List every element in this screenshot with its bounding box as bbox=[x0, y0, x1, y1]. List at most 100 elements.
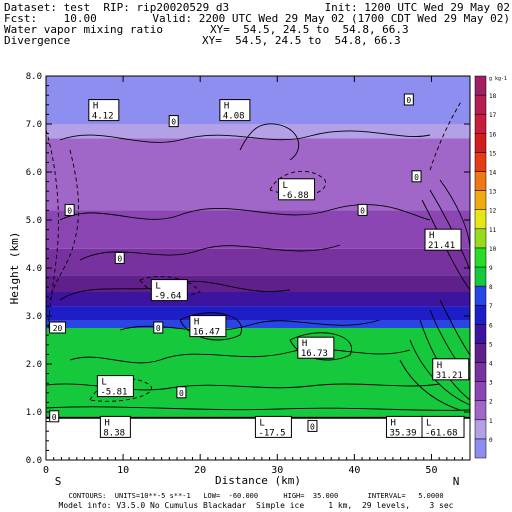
extreme-type: L bbox=[259, 418, 264, 428]
x-tick-label: 20 bbox=[194, 465, 206, 476]
extreme-type: H bbox=[104, 418, 109, 428]
extreme-value: -9.64 bbox=[154, 292, 181, 302]
extreme-value: -6.88 bbox=[282, 191, 309, 201]
svg-text:0: 0 bbox=[156, 324, 161, 333]
extreme-type: H bbox=[390, 418, 395, 428]
colorbar-tick-label: 11 bbox=[489, 227, 497, 234]
colorbar-swatch-14 bbox=[474, 171, 487, 191]
low-label-8: L-5.81 bbox=[96, 375, 134, 398]
contour-label-9: 0 bbox=[49, 410, 60, 423]
y-tick-label: 4.0 bbox=[26, 264, 42, 274]
svg-text:0: 0 bbox=[414, 173, 419, 182]
extreme-type: L bbox=[155, 282, 160, 292]
high-label-0: H4.12 bbox=[88, 99, 120, 122]
colorbar-tick-label: 2 bbox=[489, 399, 493, 406]
contour-label-5: 0 bbox=[114, 251, 125, 264]
colorbar-swatch-17 bbox=[474, 113, 487, 134]
svg-text:20: 20 bbox=[53, 324, 63, 333]
extreme-value: 16.73 bbox=[301, 349, 328, 359]
colorbar-tick-label: 16 bbox=[489, 131, 497, 138]
extreme-value: 21.41 bbox=[428, 241, 455, 251]
y-tick-label: 0.0 bbox=[26, 456, 42, 466]
x-right-end-label: N bbox=[453, 475, 460, 488]
colorbar-swatch-1 bbox=[474, 419, 487, 440]
svg-text:0: 0 bbox=[67, 206, 72, 215]
x-tick-label: 40 bbox=[348, 465, 360, 476]
extreme-value: -5.81 bbox=[100, 388, 127, 398]
colorbar-tick-label: 17 bbox=[489, 112, 497, 119]
mixing-ratio-band-2 bbox=[46, 138, 470, 211]
high-label-9: H8.38 bbox=[99, 415, 131, 438]
y-tick-label: 5.0 bbox=[26, 216, 42, 226]
colorbar-tick-label: 7 bbox=[489, 303, 493, 310]
y-tick-label: 3.0 bbox=[26, 312, 42, 322]
init-line: Init: 1200 UTC Wed 29 May 02 bbox=[324, 1, 510, 14]
colorbar-tick-label: 4 bbox=[489, 361, 493, 368]
svg-text:0: 0 bbox=[179, 389, 184, 398]
x-tick-label: 50 bbox=[425, 465, 437, 476]
x-axis-label: Distance (km) bbox=[215, 474, 301, 487]
extreme-type: L bbox=[283, 181, 288, 191]
colorbar-tick-label: 10 bbox=[489, 246, 497, 253]
dataset-line: Dataset: test RIP: rip20020529 d3 bbox=[4, 1, 230, 14]
forecast-line: Fcst: 10.00 bbox=[4, 12, 97, 25]
colorbar-swatch-18 bbox=[474, 94, 487, 115]
colorbar-swatch-19 bbox=[474, 75, 487, 96]
extreme-value: 16.47 bbox=[193, 328, 220, 338]
x-tick-label: 0 bbox=[43, 465, 49, 476]
colorbar-tick-label: 14 bbox=[489, 170, 497, 177]
field2-title: Divergence bbox=[4, 34, 71, 47]
extreme-type: H bbox=[93, 102, 98, 112]
footer-contours: CONTOURS: UNITS=10**-5 s**-1 LOW= -60.00… bbox=[68, 492, 444, 500]
colorbar-tick-label: 1 bbox=[489, 418, 493, 425]
colorbar-tick-label: 15 bbox=[489, 150, 497, 157]
y-tick-label: 2.0 bbox=[26, 360, 42, 370]
colorbar-tick-label: 6 bbox=[489, 322, 493, 329]
mixing-ratio-band-9 bbox=[46, 328, 470, 417]
x-left-end-label: S bbox=[55, 475, 62, 488]
contour-label-6: 0 bbox=[153, 321, 164, 334]
contour-label-7: 0 bbox=[176, 386, 187, 399]
extreme-value: 8.38 bbox=[103, 428, 125, 438]
colorbar-swatch-16 bbox=[474, 133, 487, 153]
colorbar-swatch-5 bbox=[474, 343, 487, 363]
contour-label-1: 0 bbox=[403, 93, 414, 106]
contour-label-2: 0 bbox=[411, 170, 422, 183]
colorbar-swatch-2 bbox=[474, 400, 487, 421]
svg-text:0: 0 bbox=[52, 413, 57, 422]
svg-text:0: 0 bbox=[171, 118, 176, 127]
extreme-value: 31.21 bbox=[436, 371, 463, 381]
svg-text:0: 0 bbox=[310, 422, 315, 431]
valid-line: Valid: 2200 UTC Wed 29 May 02 (1700 CDT … bbox=[152, 12, 510, 25]
high-label-11: H35.39 bbox=[385, 415, 423, 438]
mixing-ratio-band-8 bbox=[46, 320, 470, 328]
colorbar-unit: g kg-1 bbox=[489, 76, 507, 82]
colorbar-swatch-4 bbox=[474, 362, 487, 382]
colorbar-swatch-3 bbox=[474, 381, 487, 401]
contour-label-0: 0 bbox=[168, 115, 179, 128]
low-label-12: L-61.68 bbox=[421, 415, 465, 438]
field2-xy: XY= 54.5, 24.5 to 54.8, 66.3 bbox=[202, 34, 401, 47]
extreme-type: H bbox=[437, 361, 442, 371]
colorbar-tick-label: 8 bbox=[489, 284, 493, 291]
colorbar-swatch-0 bbox=[474, 438, 487, 459]
low-label-2: L-6.88 bbox=[278, 178, 316, 201]
extreme-value: -61.68 bbox=[425, 428, 458, 438]
high-label-7: H31.21 bbox=[432, 358, 470, 381]
colorbar-tick-label: 13 bbox=[489, 189, 497, 196]
contour-label-side: 20 bbox=[49, 321, 67, 334]
colorbar-swatch-9 bbox=[474, 266, 487, 287]
field1-title: Water vapor mixing ratio bbox=[4, 23, 163, 36]
mixing-ratio-band-1 bbox=[46, 124, 470, 139]
extreme-value: 4.12 bbox=[92, 112, 114, 122]
extreme-type: L bbox=[101, 378, 106, 388]
colorbar-swatch-13 bbox=[474, 190, 487, 210]
extreme-type: H bbox=[429, 231, 434, 241]
extreme-value: 4.08 bbox=[223, 112, 245, 122]
contour-label-8: 0 bbox=[307, 419, 318, 432]
colorbar-tick-label: 12 bbox=[489, 208, 497, 215]
mixing-ratio-band-6 bbox=[46, 292, 470, 307]
colorbar-swatch-12 bbox=[474, 209, 487, 230]
svg-text:0: 0 bbox=[117, 254, 122, 263]
svg-text:0: 0 bbox=[360, 206, 365, 215]
